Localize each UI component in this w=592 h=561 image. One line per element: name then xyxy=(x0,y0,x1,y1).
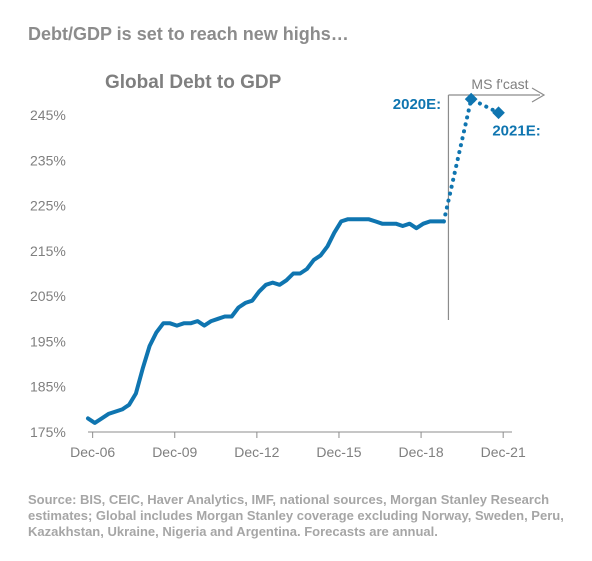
x-tick-label: Dec-18 xyxy=(399,444,444,460)
line-chart: Global Debt to GDP 245% 235% 225% 215% 205% 19… xyxy=(30,72,546,460)
forecast-series-line xyxy=(441,97,501,224)
forecast-label: MS f'cast xyxy=(471,76,528,92)
y-tick-label: 205% xyxy=(30,288,66,304)
y-tick-label: 185% xyxy=(30,379,66,395)
y-tick-label: 195% xyxy=(30,333,66,349)
forecast-arrowhead xyxy=(531,87,546,103)
history-series-line xyxy=(86,217,446,425)
annotation-label: 2020E: xyxy=(393,96,441,113)
y-tick-label: 175% xyxy=(30,424,66,440)
y-tick-label: 245% xyxy=(30,107,66,123)
annotation-label: 2021E: xyxy=(492,123,540,140)
source-note: Source: BIS, CEIC, Haver Analytics, IMF,… xyxy=(28,492,564,539)
chart-title: Global Debt to GDP xyxy=(105,72,282,93)
x-tick-label: Dec-09 xyxy=(152,444,197,460)
y-tick-label: 235% xyxy=(30,152,66,168)
y-tick-label: 215% xyxy=(30,243,66,259)
x-tick-label: Dec-21 xyxy=(481,444,526,460)
x-tick-label: Dec-15 xyxy=(316,444,361,460)
headline: Debt/GDP is set to reach new highs… xyxy=(28,24,349,44)
x-tick-label: Dec-12 xyxy=(234,444,279,460)
forecast-point-marker xyxy=(464,92,478,106)
y-tick-label: 225% xyxy=(30,198,66,214)
forecast-point-marker xyxy=(492,106,505,120)
x-tick-label: Dec-06 xyxy=(70,444,115,460)
